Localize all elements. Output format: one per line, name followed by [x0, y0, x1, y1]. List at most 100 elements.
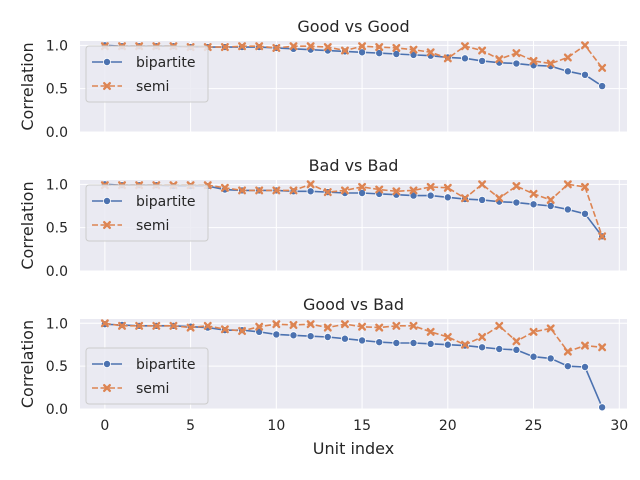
point-bipartite — [580, 209, 589, 218]
point-bipartite — [546, 354, 555, 363]
point-bipartite — [512, 198, 521, 207]
point-semi — [460, 194, 469, 203]
point-semi — [340, 320, 349, 329]
point-semi — [289, 42, 298, 51]
point-semi — [563, 347, 572, 356]
legend-label-bipartite: bipartite — [136, 194, 195, 210]
point-semi — [546, 195, 555, 204]
point-semi — [220, 183, 229, 192]
legend-label-semi: semi — [136, 218, 169, 234]
point-semi — [529, 56, 538, 65]
panel-1: Good vs Good 0.0 0.5 1.0 Correlation bipartit… — [18, 17, 627, 141]
point-bipartite — [306, 332, 315, 341]
x-tick-label: 15 — [353, 418, 371, 434]
point-semi — [289, 321, 298, 329]
point-bipartite — [306, 187, 315, 196]
point-bipartite — [563, 67, 572, 76]
y-axis-label: Correlation — [18, 320, 37, 408]
point-semi — [478, 180, 487, 189]
point-semi — [272, 43, 281, 52]
point-semi — [495, 55, 504, 64]
panel-title: Good vs Good — [297, 17, 409, 36]
point-bipartite — [580, 362, 589, 371]
point-semi — [546, 324, 555, 333]
point-bipartite — [529, 352, 538, 361]
point-semi — [460, 42, 469, 51]
point-bipartite — [495, 344, 504, 353]
point-semi — [512, 49, 521, 58]
series-line-semi — [104, 322, 603, 353]
point-bipartite — [563, 205, 572, 214]
point-bipartite — [358, 48, 367, 57]
point-bipartite — [409, 338, 418, 347]
point-semi — [409, 321, 418, 330]
point-bipartite — [460, 54, 469, 63]
legend-label-bipartite: bipartite — [136, 357, 195, 373]
x-tick-label: 20 — [439, 418, 457, 434]
point-semi — [255, 186, 264, 195]
point-bipartite — [443, 193, 452, 202]
point-semi — [563, 180, 572, 189]
x-tick-label: 0 — [100, 418, 109, 434]
point-bipartite — [598, 403, 607, 412]
y-tick-label: 0.0 — [46, 125, 68, 141]
point-bipartite — [443, 340, 452, 349]
point-semi — [478, 333, 487, 341]
legend: bipartite semi — [85, 45, 209, 103]
point-bipartite — [478, 195, 487, 204]
point-semi — [460, 340, 469, 349]
point-semi — [238, 186, 247, 195]
point-semi — [443, 54, 452, 63]
point-semi — [203, 321, 212, 330]
y-tick-label: 0.5 — [46, 221, 68, 237]
point-bipartite — [392, 50, 401, 59]
point-semi — [323, 43, 332, 52]
y-tick-label: 0.0 — [46, 264, 68, 280]
point-bipartite — [289, 331, 298, 340]
point-bipartite — [426, 339, 435, 348]
point-semi — [255, 322, 264, 331]
point-bipartite — [426, 191, 435, 200]
y-axis-label: Correlation — [18, 181, 37, 269]
point-bipartite — [598, 82, 607, 91]
point-bipartite — [358, 188, 367, 197]
point-semi — [375, 43, 384, 52]
panel-title: Bad vs Bad — [309, 156, 399, 175]
point-semi — [598, 232, 607, 241]
point-semi — [495, 194, 504, 203]
panel-2: Bad vs Bad 0.0 0.5 1.0 Correlation bipartite s… — [18, 156, 627, 280]
point-semi — [478, 46, 487, 55]
point-bipartite — [546, 201, 555, 210]
legend-marker-semi — [103, 384, 111, 392]
point-semi — [443, 183, 452, 192]
point-semi — [598, 63, 607, 72]
point-bipartite — [478, 56, 487, 65]
series-line-semi — [104, 44, 603, 69]
point-bipartite — [512, 345, 521, 354]
point-bipartite — [272, 330, 281, 339]
point-bipartite — [580, 70, 589, 79]
point-semi — [135, 321, 144, 330]
y-tick-label: 0.5 — [46, 359, 68, 375]
point-semi — [580, 182, 589, 191]
point-semi — [340, 186, 349, 195]
point-semi — [375, 323, 384, 332]
legend-marker-bipartite — [103, 58, 112, 67]
point-semi — [118, 321, 127, 330]
point-bipartite — [529, 200, 538, 209]
point-semi — [375, 185, 384, 194]
point-semi — [580, 41, 589, 50]
point-semi — [306, 42, 315, 51]
legend-marker-semi — [103, 221, 111, 229]
point-semi — [580, 341, 589, 350]
x-tick-label: 5 — [186, 418, 195, 434]
point-semi — [546, 59, 555, 68]
legend-box — [85, 347, 209, 405]
point-semi — [426, 48, 435, 57]
point-semi — [529, 189, 538, 198]
panel-3: Good vs Bad 0.0 0.5 1.0 Correlation bipartite… — [18, 295, 628, 458]
point-semi — [358, 322, 367, 331]
point-semi — [563, 53, 572, 62]
point-semi — [598, 343, 607, 352]
point-semi — [512, 337, 521, 346]
